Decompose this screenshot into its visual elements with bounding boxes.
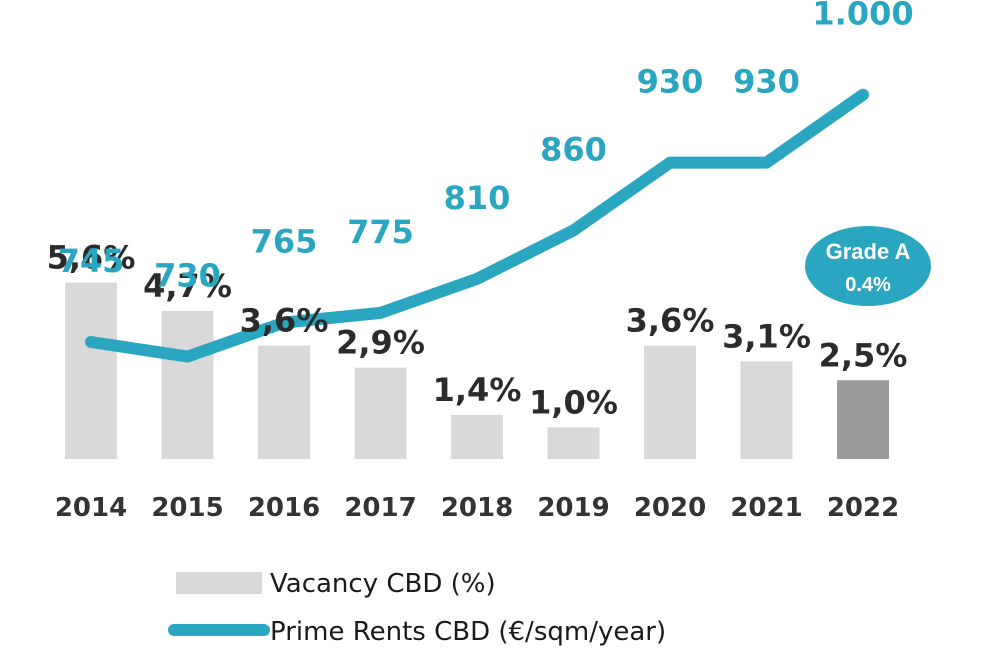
rent-data-label: 745: [58, 242, 125, 280]
legend-vacancy-swatch: [176, 572, 262, 594]
legend-rent-label: Prime Rents CBD (€/sqm/year): [270, 617, 666, 647]
rent-data-label: 860: [540, 130, 607, 168]
vacancy-data-label: 1,4%: [433, 371, 522, 409]
vacancy-data-label: 2,9%: [336, 324, 425, 362]
x-axis-ticks: 2014 2015 2016 2017 2018 2019 2020 2021 2022: [55, 493, 899, 523]
x-tick-label: 2017: [344, 493, 416, 523]
rent-data-label: 775: [347, 213, 414, 251]
vacancy-bar: [161, 310, 214, 459]
x-tick-label: 2021: [730, 493, 802, 523]
vacancy-bar: [258, 345, 310, 459]
vacancy-data-label: 5,6%: [47, 239, 136, 277]
x-tick-label: 2020: [634, 493, 706, 523]
vacancy-data-label: 3,6%: [626, 302, 715, 340]
vacancy-bar: [451, 414, 503, 459]
x-tick-label: 2022: [827, 493, 899, 523]
grade-a-bubble: [805, 226, 931, 306]
x-tick-label: 2019: [537, 493, 609, 523]
rent-data-label: 765: [251, 223, 318, 261]
rent-data-label: 810: [444, 179, 511, 217]
vacancy-bar: [837, 380, 889, 459]
x-tick-label: 2014: [55, 493, 127, 523]
x-tick-label: 2018: [441, 493, 513, 523]
vacancy-bar: [740, 361, 793, 459]
vacancy-data-label: 1,0%: [529, 384, 618, 422]
grade-a-annotation: Grade A 0.4%: [805, 226, 931, 306]
grade-a-label: Grade A: [826, 239, 911, 264]
vacancy-bar: [547, 427, 600, 459]
vacancy-labels: 5,6%4,7%3,6%2,9%1,4% 1,0%3,6% 3,1% 2,5%: [47, 239, 908, 422]
rent-line-group: [85, 88, 869, 363]
vacancy-data-label: 3,1%: [722, 317, 811, 355]
grade-a-value: 0.4%: [845, 274, 891, 296]
legend: Vacancy CBD (%) Prime Rents CBD (€/sqm/y…: [168, 569, 666, 647]
vacancy-bar: [65, 282, 117, 459]
x-tick-label: 2016: [248, 493, 320, 523]
x-tick-label: 2015: [151, 493, 223, 523]
rent-labels: 745 730 765 775 810 860 930 930 1.000: [58, 0, 914, 295]
vacancy-bars: [65, 282, 889, 459]
vacancy-data-label: 4,7%: [143, 267, 232, 305]
vacancy-bar: [354, 367, 407, 459]
rent-data-label: 930: [637, 63, 704, 101]
vacancy-data-label: 2,5%: [819, 336, 908, 374]
rent-data-label: 1.000: [812, 0, 913, 33]
vacancy-bar: [644, 345, 696, 459]
rent-data-label: 730: [154, 257, 221, 295]
vacancy-data-label: 3,6%: [240, 302, 329, 340]
legend-vacancy-label: Vacancy CBD (%): [270, 569, 496, 599]
rent-data-label: 930: [733, 63, 800, 101]
